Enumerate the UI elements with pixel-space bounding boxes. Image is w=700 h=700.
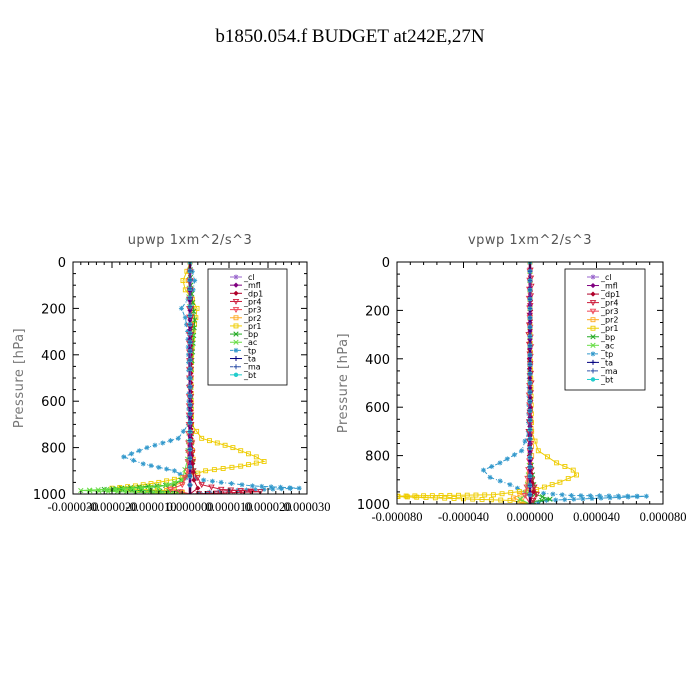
x-tick-label: 0.000000 (507, 510, 554, 524)
legend-item-ac: _ac (587, 341, 614, 350)
legend-label: _ta (600, 358, 613, 367)
y-tick-label: 600 (41, 395, 66, 410)
legend-label: _bp (600, 333, 615, 342)
chart-panel-1: upwp 1xm^2/s^3 Pressure [hPa] 0 200 400 600 80… (12, 233, 330, 514)
y-tick-label: 1000 (33, 488, 66, 503)
legend-label: _pr4 (243, 297, 261, 306)
legend-item-pr3: _pr3 (230, 306, 261, 315)
legend-label: _cl (243, 273, 255, 282)
series-group (397, 262, 649, 504)
series-markers-bp (101, 262, 198, 494)
legend-label: _pr3 (243, 306, 261, 315)
series-markers-ma (527, 262, 533, 498)
y-tick-label: 0 (58, 256, 66, 271)
legend-item-pr1: _pr1 (230, 322, 261, 331)
x-tick-label: -0.000010 (125, 500, 176, 514)
legend-item-mfl: _mfl (587, 282, 618, 291)
chart-panels: upwp 1xm^2/s^3 Pressure [hPa] 0 200 400 600 80… (12, 233, 686, 524)
legend-item-cl: _cl (230, 273, 255, 282)
legend-label: _ac (243, 338, 257, 347)
legend-item-ac: _ac (230, 338, 257, 347)
legend-label: _dp1 (600, 290, 620, 299)
legend-item-pr1: _pr1 (587, 324, 618, 333)
legend-label: _mfl (243, 281, 261, 290)
legend-item-pr4: _pr4 (230, 297, 261, 306)
x-tick-label: -0.000030 (47, 500, 98, 514)
legend-label: _ac (600, 341, 614, 350)
legend-item-bp: _bp (230, 330, 258, 339)
legend-item-pr4: _pr4 (587, 299, 618, 308)
x-tick-label: 0.000010 (206, 500, 253, 514)
x-tick-label: -0.000020 (86, 500, 137, 514)
legend-label: _pr4 (600, 299, 618, 308)
y-tick-label: 200 (365, 304, 390, 319)
y-tick-label: 400 (41, 349, 66, 364)
legend-item-pr2: _pr2 (587, 316, 618, 325)
series-line-ac (80, 262, 193, 494)
legend-label: _tp (243, 346, 256, 355)
legend: _cl_mfl_dp1_pr4_pr3_pr2_pr1_bp_ac_tp_ta_… (207, 268, 288, 386)
x-tick-label: -0.000040 (438, 510, 489, 524)
chart-panel-2: vpwp 1xm^2/s^3 Pressure [hPa] 0 200 400 600 80… (336, 233, 686, 524)
x-tick-label: 0.000000 (167, 500, 214, 514)
series-line-pr1 (397, 262, 578, 504)
legend-item-mfl: _mfl (230, 281, 261, 290)
series-markers-ac (78, 262, 195, 494)
y-tick-label: 800 (41, 442, 66, 457)
legend-box (207, 268, 288, 386)
legend-item-dp1: _dp1 (587, 290, 620, 299)
legend: _cl_mfl_dp1_pr4_pr3_pr2_pr1_bp_ac_tp_ta_… (564, 268, 646, 391)
legend-item-ta: _ta (587, 358, 613, 367)
legend-label: _pr2 (600, 316, 618, 325)
legend-item-ma: _ma (230, 363, 261, 372)
y-axis-label: Pressure [hPa] (12, 328, 27, 428)
legend-item-bp: _bp (587, 333, 615, 342)
panel-title: vpwp 1xm^2/s^3 (468, 233, 592, 248)
x-tick-label: 0.000040 (573, 510, 620, 524)
x-tick-label: 0.000080 (640, 510, 687, 524)
legend-item-ma: _ma (587, 367, 618, 376)
legend-label: _ma (243, 363, 261, 372)
legend-item-pr3: _pr3 (587, 307, 618, 316)
y-tick-label: 400 (365, 353, 390, 368)
legend-label: _dp1 (243, 289, 263, 298)
legend-label: _pr2 (243, 314, 261, 323)
y-axis-label: Pressure [hPa] (336, 333, 351, 433)
legend-item-pr2: _pr2 (230, 314, 261, 323)
y-tick-label: 200 (41, 302, 66, 317)
series-markers-pr1 (397, 262, 579, 504)
legend-item-bt: _bt (230, 371, 256, 380)
legend-label: _tp (600, 350, 613, 359)
series-line-bp (104, 262, 196, 494)
y-tick-label: 800 (365, 450, 390, 465)
legend-box (564, 268, 646, 391)
legend-item-cl: _cl (587, 273, 612, 282)
legend-item-tp: _tp (587, 350, 613, 359)
legend-label: _bt (600, 375, 613, 384)
legend-label: _mfl (600, 282, 618, 291)
series-group (78, 262, 302, 494)
legend-label: _pr3 (600, 307, 618, 316)
legend-item-ta: _ta (230, 355, 256, 364)
legend-label: _pr1 (600, 324, 618, 333)
legend-label: _bp (243, 330, 258, 339)
y-tick-label: 0 (382, 256, 390, 271)
legend-label: _bt (243, 371, 256, 380)
legend-label: _ta (243, 355, 256, 364)
legend-label: _ma (600, 367, 618, 376)
panel-title: upwp 1xm^2/s^3 (128, 233, 253, 248)
legend-label: _cl (600, 273, 612, 282)
x-tick-label: 0.000020 (245, 500, 292, 514)
x-tick-label: 0.000030 (284, 500, 331, 514)
legend-item-dp1: _dp1 (230, 289, 263, 298)
y-tick-label: 1000 (357, 498, 390, 513)
y-tick-label: 600 (365, 401, 390, 416)
series-markers-ma (187, 262, 193, 488)
figure-title: b1850.054.f BUDGET at242E,27N (215, 26, 485, 47)
legend-item-bt: _bt (587, 375, 613, 384)
legend-label: _pr1 (243, 322, 261, 331)
legend-item-tp: _tp (230, 346, 256, 355)
x-tick-label: -0.000080 (371, 510, 422, 524)
